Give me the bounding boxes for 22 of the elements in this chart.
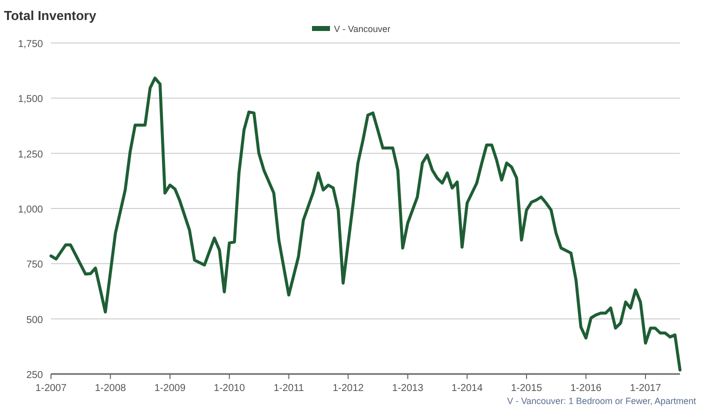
y-tick-label: 1,250 [18, 149, 44, 160]
x-tick-label: 1-2013 [392, 383, 424, 394]
x-tick-label: 1-2015 [510, 383, 543, 394]
y-tick-label: 1,750 [18, 39, 44, 50]
text: V - Vancouver: 1 Bedroom or Fewer, Apartment [507, 396, 696, 406]
y-tick-label: 1,000 [18, 204, 44, 216]
x-tick-label: 1-2010 [214, 383, 246, 394]
x-tick-label: 1-2012 [332, 383, 364, 394]
line-series [50, 76, 682, 372]
x-tick-label: 1-2017 [630, 383, 662, 394]
y-tick-label: 250 [26, 370, 44, 381]
x-tick-label: 1-2009 [154, 383, 186, 394]
x-tick-label: 1-2014 [452, 383, 484, 394]
x-tick-label: 1-2011 [274, 383, 304, 394]
legend-label: V - Vancouver [334, 24, 390, 34]
y-tick-label: 750 [26, 260, 44, 271]
y-tick-label: 500 [26, 314, 44, 326]
x-tick-label: 1-2008 [94, 383, 126, 394]
x-tick-label: 1-2016 [570, 383, 602, 394]
x-tick-label: 1-2007 [35, 383, 68, 394]
y-tick-label: 1,500 [18, 94, 44, 106]
chart-title: Total Inventory [4, 8, 97, 23]
